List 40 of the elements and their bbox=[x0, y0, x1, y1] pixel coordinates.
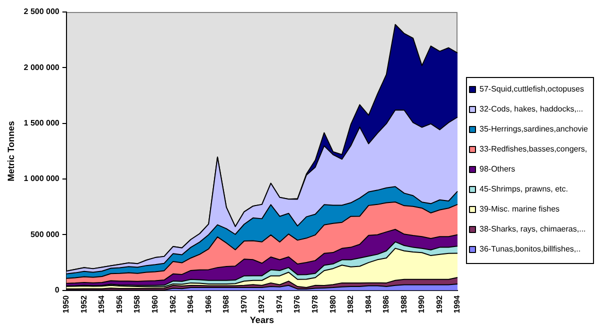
x-tick-label: 1978 bbox=[310, 294, 320, 314]
y-axis-title: Metric Tonnes bbox=[6, 121, 16, 182]
x-tick-label: 1960 bbox=[150, 294, 160, 314]
x-tick-label: 1988 bbox=[399, 294, 408, 314]
x-tick-label: 1986 bbox=[382, 294, 391, 314]
x-tick-label: 1990 bbox=[417, 294, 426, 314]
x-tick-label: 1966 bbox=[204, 294, 213, 314]
y-tick-label: 500 000 bbox=[30, 230, 60, 239]
x-tick-label: 1980 bbox=[328, 294, 338, 314]
legend-label: 36-Tunas,bonitos,billfishes,.. bbox=[480, 244, 581, 254]
y-tick-label: 1 000 000 bbox=[24, 174, 60, 184]
y-tick-label: 0 bbox=[54, 286, 60, 295]
x-tick-label: 1994 bbox=[452, 294, 462, 314]
x-tick-label: 1976 bbox=[292, 294, 302, 314]
x-tick-label: 1952 bbox=[79, 294, 88, 314]
legend-label: 45-Shrimps, prawns, etc. bbox=[480, 184, 568, 194]
legend-label: 39-Misc. marine fishes bbox=[480, 204, 560, 214]
x-tick-label: 1982 bbox=[346, 294, 356, 314]
x-tick-label: 1958 bbox=[132, 294, 142, 314]
legend-label: 32-Cods, hakes, haddocks,... bbox=[480, 104, 584, 114]
x-tick-label: 1972 bbox=[257, 294, 266, 314]
x-tick-label: 1956 bbox=[114, 294, 124, 314]
x-axis-title: Years bbox=[250, 315, 274, 326]
legend-label: 35-Herrings,sardines,anchovie bbox=[480, 124, 589, 134]
legend-label: 98-Others bbox=[480, 164, 516, 174]
x-tick-label: 1984 bbox=[364, 294, 373, 314]
x-tick-label: 1954 bbox=[97, 294, 106, 314]
y-tick-label: 2 000 000 bbox=[24, 62, 60, 72]
y-tick-label: 1 500 000 bbox=[24, 118, 60, 128]
x-tick-label: 1970 bbox=[239, 294, 248, 314]
legend-label: 38-Sharks, rays, chimaeras,... bbox=[480, 224, 586, 234]
legend-label: 33-Redfishes,basses,congers, bbox=[480, 144, 588, 154]
legend-label: 57-Squid,cuttlefish,octopuses bbox=[480, 84, 584, 94]
x-tick-label: 1968 bbox=[222, 294, 231, 314]
y-tick-label: 2 500 000 bbox=[24, 7, 60, 16]
x-tick-label: 1950 bbox=[62, 294, 71, 314]
x-tick-label: 1962 bbox=[168, 294, 178, 314]
x-tick-label: 1964 bbox=[186, 294, 196, 314]
x-tick-label: 1992 bbox=[434, 294, 444, 314]
x-tick-label: 1974 bbox=[274, 294, 284, 314]
